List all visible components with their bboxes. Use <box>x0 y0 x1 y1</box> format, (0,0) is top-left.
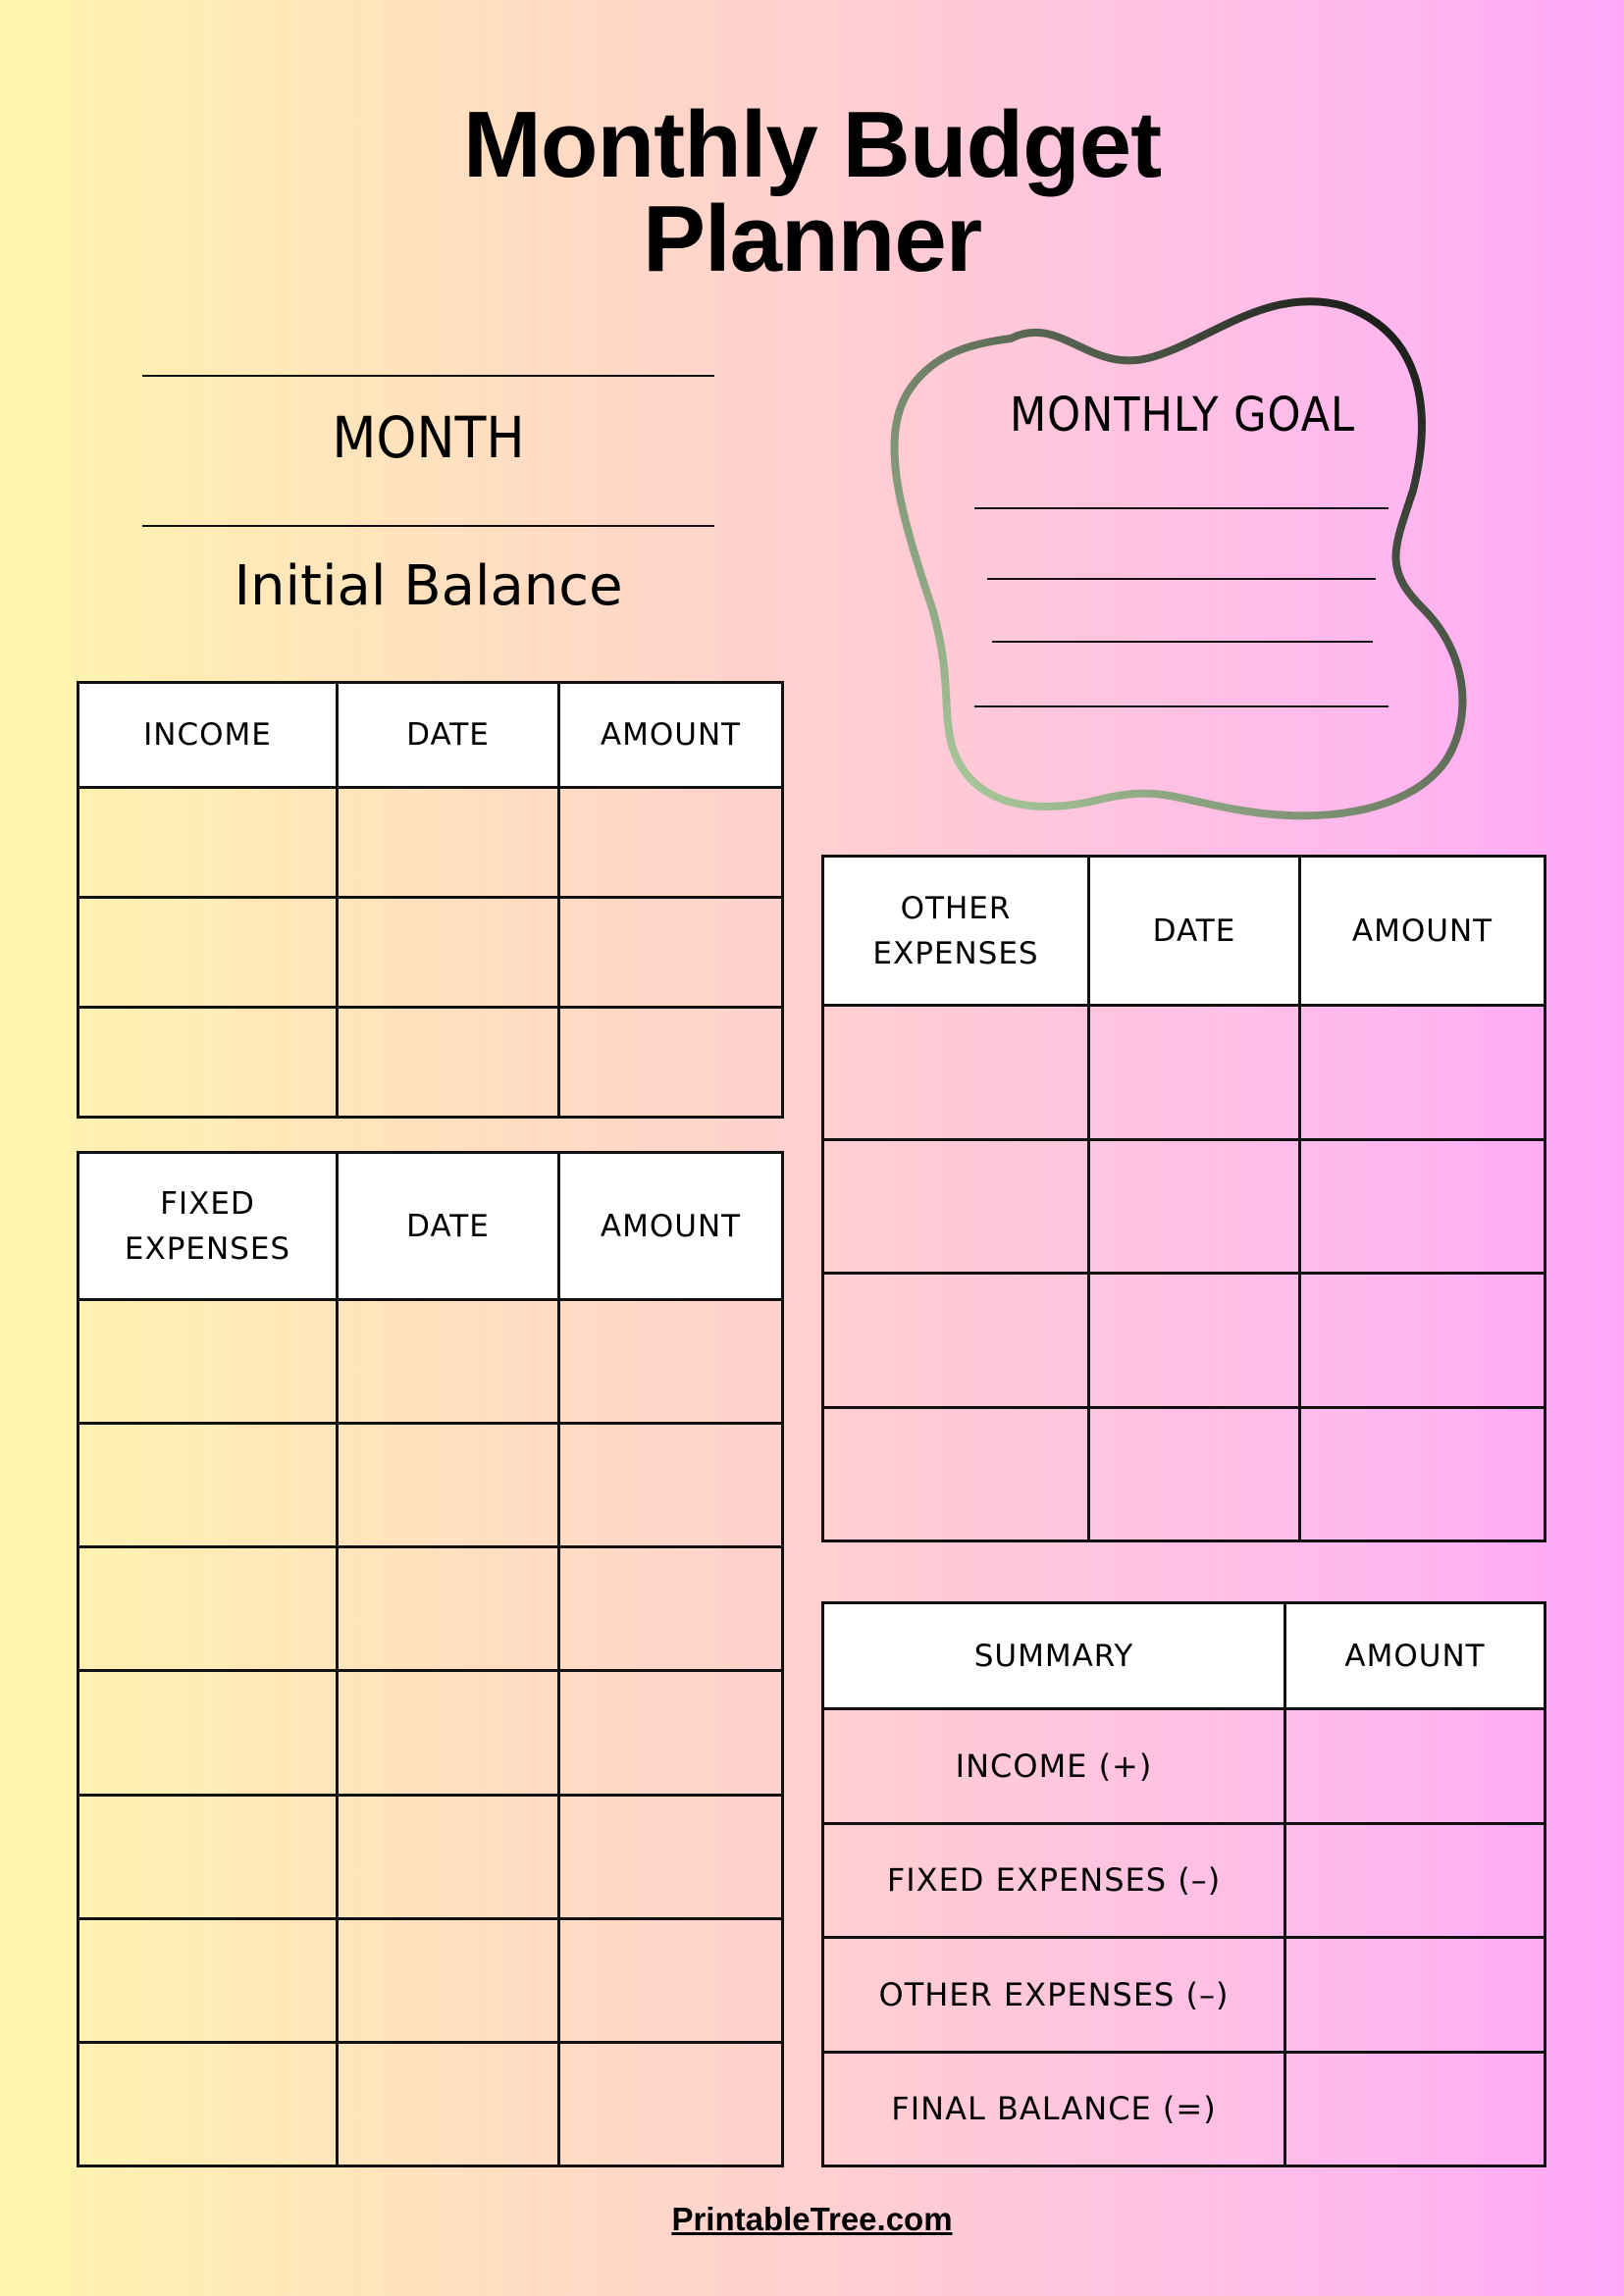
entry-cell[interactable] <box>821 1004 1090 1141</box>
summary-income-amount[interactable] <box>1283 1707 1546 1825</box>
entry-cell[interactable] <box>336 1669 560 1797</box>
entry-cell[interactable] <box>1298 1272 1546 1409</box>
entry-cell[interactable] <box>336 1793 560 1920</box>
entry-cell[interactable] <box>821 1137 1090 1275</box>
summary-other-amount[interactable] <box>1283 1936 1546 2054</box>
monthly-goal-label: MONTHLY GOAL <box>1009 388 1356 443</box>
entry-cell[interactable] <box>557 1297 784 1426</box>
entry-cell[interactable] <box>77 1545 339 1673</box>
table-row <box>77 1297 784 1426</box>
entry-cell[interactable] <box>336 1297 560 1426</box>
other-expenses-table: OTHER EXPENSES DATE AMOUNT <box>821 855 1546 1542</box>
date-header: DATE <box>336 1151 560 1301</box>
entry-cell[interactable] <box>336 1006 560 1119</box>
entry-cell[interactable] <box>1298 1405 1546 1542</box>
entry-cell[interactable] <box>1087 1004 1301 1141</box>
amount-header: AMOUNT <box>1298 855 1546 1007</box>
amount-header: AMOUNT <box>1283 1601 1546 1710</box>
initial-balance-label: Initial Balance <box>234 554 623 618</box>
goal-line[interactable] <box>974 507 1388 509</box>
entry-cell[interactable] <box>557 1545 784 1673</box>
entry-cell[interactable] <box>77 2040 339 2168</box>
entry-cell[interactable] <box>821 1405 1090 1542</box>
table-row <box>77 1669 784 1797</box>
entry-cell[interactable] <box>821 1272 1090 1409</box>
summary-final-amount[interactable] <box>1283 2050 1546 2167</box>
entry-cell[interactable] <box>77 1793 339 1920</box>
income-header: INCOME <box>77 681 339 789</box>
entry-cell[interactable] <box>336 786 560 899</box>
date-header: DATE <box>336 681 560 789</box>
table-row <box>77 1916 784 2044</box>
initial-balance-line[interactable] <box>142 525 714 527</box>
entry-cell[interactable] <box>1087 1405 1301 1542</box>
summary-fixed-amount[interactable] <box>1283 1821 1546 1939</box>
entry-cell[interactable] <box>1087 1272 1301 1409</box>
table-row <box>821 1405 1546 1542</box>
table-row <box>821 1137 1546 1275</box>
entry-cell[interactable] <box>557 1793 784 1920</box>
entry-cell[interactable] <box>557 1422 784 1549</box>
date-header: DATE <box>1087 855 1301 1007</box>
month-label: MONTH <box>332 404 525 471</box>
goal-line[interactable] <box>974 705 1388 707</box>
entry-cell[interactable] <box>557 896 784 1009</box>
table-row <box>77 786 784 899</box>
entry-cell[interactable] <box>557 1916 784 2044</box>
summary-other-label: OTHER EXPENSES (–) <box>821 1936 1286 2054</box>
summary-final-label: FINAL BALANCE (=) <box>821 2050 1286 2167</box>
entry-cell[interactable] <box>77 1669 339 1797</box>
entry-cell[interactable] <box>336 896 560 1009</box>
fixed-expenses-table: FIXED EXPENSES DATE AMOUNT <box>77 1151 784 2168</box>
table-row <box>821 1272 1546 1409</box>
entry-cell[interactable] <box>77 896 339 1009</box>
table-row <box>77 1793 784 1920</box>
entry-cell[interactable] <box>77 1422 339 1549</box>
entry-cell[interactable] <box>557 1669 784 1797</box>
table-row <box>77 2040 784 2168</box>
entry-cell[interactable] <box>77 1006 339 1119</box>
summary-table: SUMMARY AMOUNT INCOME (+) FIXED EXPENSES… <box>821 1601 1546 2167</box>
entry-cell[interactable] <box>77 786 339 899</box>
entry-cell[interactable] <box>336 2040 560 2168</box>
entry-cell[interactable] <box>557 786 784 899</box>
goal-line[interactable] <box>992 641 1373 643</box>
amount-header: AMOUNT <box>557 681 784 789</box>
other-expenses-header: OTHER EXPENSES <box>821 855 1090 1007</box>
entry-cell[interactable] <box>557 1006 784 1119</box>
entry-cell[interactable] <box>336 1545 560 1673</box>
summary-income-label: INCOME (+) <box>821 1707 1286 1825</box>
table-row <box>821 1004 1546 1141</box>
page-title: Monthly Budget Planner <box>462 92 1162 291</box>
table-row <box>77 896 784 1009</box>
month-line[interactable] <box>142 375 714 377</box>
table-row <box>77 1545 784 1673</box>
entry-cell[interactable] <box>77 1297 339 1426</box>
summary-header: SUMMARY <box>821 1601 1286 1710</box>
summary-fixed-label: FIXED EXPENSES (–) <box>821 1821 1286 1939</box>
footer-link[interactable]: PrintableTree.com <box>671 2201 953 2237</box>
entry-cell[interactable] <box>557 2040 784 2168</box>
table-row <box>77 1422 784 1549</box>
amount-header: AMOUNT <box>557 1151 784 1301</box>
entry-cell[interactable] <box>1298 1137 1546 1275</box>
entry-cell[interactable] <box>336 1422 560 1549</box>
entry-cell[interactable] <box>77 1916 339 2044</box>
goal-line[interactable] <box>987 578 1376 580</box>
fixed-expenses-header: FIXED EXPENSES <box>77 1151 339 1301</box>
entry-cell[interactable] <box>1298 1004 1546 1141</box>
table-row <box>77 1006 784 1119</box>
income-table: INCOME DATE AMOUNT <box>77 681 784 1119</box>
entry-cell[interactable] <box>1087 1137 1301 1275</box>
entry-cell[interactable] <box>336 1916 560 2044</box>
